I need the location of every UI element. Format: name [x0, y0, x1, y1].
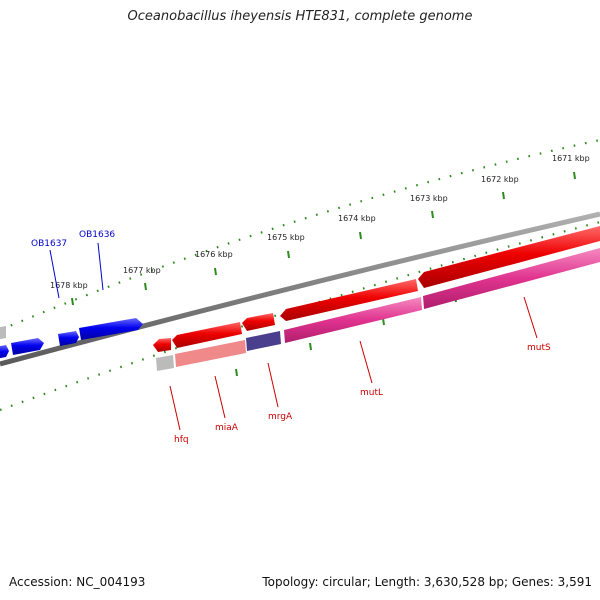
gene-label-mrgA: mrgA: [268, 412, 293, 422]
gene-arrow-miaA[interactable]: [172, 322, 242, 348]
leader-line-miaA: [214, 375, 226, 419]
leader-line-hfq: [169, 385, 181, 431]
gene-label-mutL: mutL: [360, 388, 383, 398]
major-tick: [71, 297, 74, 306]
leader-line-ob1637: [49, 249, 60, 299]
gene-arrow-mrgA[interactable]: [242, 313, 275, 331]
major-tick: [144, 282, 147, 291]
gene-arrow[interactable]: [11, 338, 44, 355]
gene-arrow[interactable]: [0, 326, 6, 340]
cds-block-mutL: [284, 297, 422, 343]
kbp-label: 1675 kbp: [267, 233, 305, 242]
gene-arrow[interactable]: [58, 331, 79, 346]
gene-label-mutS: mutS: [527, 343, 551, 353]
major-tick: [573, 171, 576, 180]
cds-block-miaA: [175, 340, 246, 367]
major-tick: [309, 342, 312, 351]
kbp-label: 1671 kbp: [552, 154, 590, 163]
kbp-label: 1677 kbp: [123, 266, 161, 275]
gene-arrow-hfq[interactable]: [153, 338, 171, 352]
leader-line-ob1636: [97, 242, 104, 291]
major-tick: [235, 368, 238, 377]
gene-arrow-mutL[interactable]: [280, 279, 418, 321]
leader-line-mrgA: [267, 362, 279, 408]
gene-label-miaA: miaA: [215, 423, 239, 433]
cds-block-mutS: [423, 248, 600, 309]
leader-line-mutL: [359, 340, 373, 384]
gene-label-hfq: hfq: [174, 435, 189, 445]
kbp-label: 1673 kbp: [410, 194, 448, 203]
gene-label-ob1636: OB1636: [79, 230, 115, 240]
major-tick: [502, 191, 505, 200]
gene-arrow-mutS[interactable]: [418, 226, 600, 288]
major-tick: [214, 267, 217, 276]
genome-title: Oceanobacillus iheyensis HTE831, complet…: [127, 9, 473, 24]
gene-label-ob1637: OB1637: [31, 239, 67, 249]
gene-arrow-ob1637[interactable]: [0, 345, 9, 360]
cds-block-hfq: [156, 355, 174, 371]
kbp-label: 1678 kbp: [50, 281, 88, 290]
kbp-label: 1672 kbp: [481, 175, 519, 184]
genome-summary-text: Topology: circular; Length: 3,630,528 bp…: [262, 575, 592, 589]
kbp-label: 1676 kbp: [195, 250, 233, 259]
leader-line-mutS: [523, 296, 538, 339]
kbp-label: 1674 kbp: [338, 214, 376, 223]
cds-block-mrgA: [246, 331, 281, 351]
major-tick: [359, 231, 362, 240]
major-tick: [287, 250, 290, 259]
genome-backbone: [0, 211, 600, 367]
major-tick: [431, 210, 434, 219]
accession-text: Accession: NC_004193: [9, 575, 146, 589]
gene-arrow-ob1636[interactable]: [79, 318, 143, 340]
